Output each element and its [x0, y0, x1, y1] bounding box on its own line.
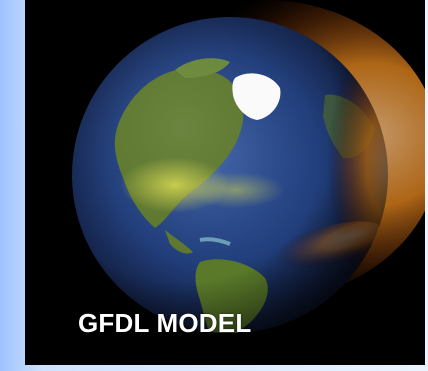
- earth-globe-icon: [72, 0, 425, 333]
- image-frame: GFDL MODEL: [25, 0, 425, 365]
- globe-image: [25, 0, 425, 365]
- caption-text: GFDL MODEL: [78, 308, 252, 338]
